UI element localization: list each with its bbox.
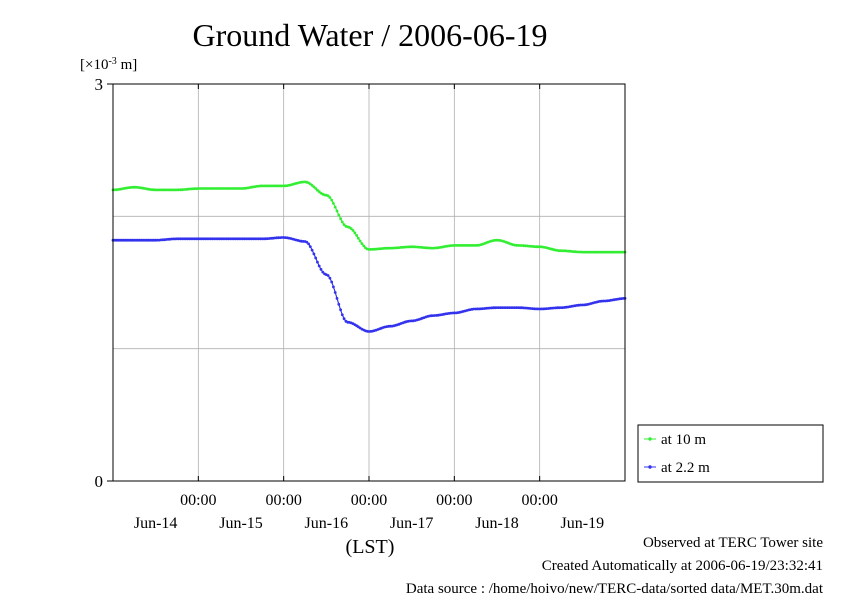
data-point <box>330 198 334 202</box>
y-unit-tail: m] <box>117 57 137 73</box>
grid-lines <box>113 84 625 481</box>
series-10m <box>111 180 627 254</box>
series-layer <box>111 180 627 333</box>
data-point <box>351 229 355 232</box>
data-point <box>330 280 334 284</box>
data-point <box>312 252 316 256</box>
legend: at 10 m at 2.2 m <box>637 424 824 483</box>
chart-title: Ground Water / 2006-06-19 <box>193 17 548 53</box>
data-point <box>317 264 321 268</box>
y-unit-base: [×10 <box>80 57 108 73</box>
data-point <box>362 244 366 248</box>
legend-entry-10m: at 10 m <box>644 432 706 448</box>
data-point <box>349 227 353 231</box>
data-point <box>339 308 342 312</box>
legend-label-2-2m: at 2.2 m <box>661 460 710 476</box>
data-point <box>314 256 318 260</box>
data-point <box>310 248 314 252</box>
data-point <box>321 270 325 274</box>
data-point <box>308 245 312 249</box>
y-axis: 03 <box>95 75 113 491</box>
x-date-label: Jun-14 <box>134 515 178 532</box>
data-point <box>333 291 337 294</box>
data-point <box>342 223 346 227</box>
legend-label-10m: at 10 m <box>661 432 706 448</box>
data-point <box>305 240 309 244</box>
data-point <box>358 239 362 243</box>
x-time-label: 00:00 <box>521 492 557 509</box>
legend-marker-2-2m <box>648 465 652 469</box>
data-point <box>335 209 339 213</box>
data-point <box>328 196 332 199</box>
data-point <box>333 205 337 209</box>
footer-observed-at: Observed at TERC Tower site <box>642 535 823 551</box>
data-point <box>316 260 319 264</box>
data-point <box>340 313 344 317</box>
y-tick-label: 0 <box>95 472 104 491</box>
x-time-label: 00:00 <box>265 492 301 509</box>
data-point <box>319 268 323 271</box>
x-time-label: 00:00 <box>180 492 216 509</box>
data-point <box>353 231 357 235</box>
legend-entry-2-2m: at 2.2 m <box>644 460 710 476</box>
x-time-label: 00:00 <box>351 492 387 509</box>
y-unit-label: [×10-3 m] <box>80 56 137 73</box>
footer-data-source: Data source : /home/hoivo/new/TERC-data/… <box>405 581 823 597</box>
x-date-label: Jun-19 <box>561 515 605 532</box>
series-2-2m <box>111 236 627 333</box>
data-point <box>337 213 341 217</box>
data-point <box>355 234 358 237</box>
y-unit-exponent: -3 <box>108 56 116 67</box>
data-point <box>342 317 346 321</box>
x-date-label: Jun-18 <box>475 515 519 532</box>
data-point <box>335 297 339 300</box>
data-point <box>314 187 318 190</box>
data-point <box>360 242 364 246</box>
data-point <box>332 285 335 289</box>
data-point <box>337 302 341 306</box>
legend-marker-10m <box>648 437 652 441</box>
x-time-label: 00:00 <box>436 492 472 509</box>
x-date-label: Jun-15 <box>219 515 263 532</box>
y-tick-label: 3 <box>95 75 104 94</box>
data-point <box>332 202 335 205</box>
data-point <box>307 242 310 246</box>
x-date-label: Jun-17 <box>390 515 434 532</box>
data-point <box>328 276 332 280</box>
legend-box <box>637 424 824 483</box>
x-date-label: Jun-16 <box>305 515 349 532</box>
data-point <box>312 185 316 189</box>
data-point <box>340 220 344 224</box>
data-point <box>326 274 330 277</box>
data-point <box>356 236 360 240</box>
data-point <box>326 194 330 198</box>
x-axis-title: (LST) <box>346 536 395 558</box>
footer-created-at: Created Automatically at 2006-06-19/23:3… <box>541 558 823 574</box>
data-point <box>339 217 342 221</box>
